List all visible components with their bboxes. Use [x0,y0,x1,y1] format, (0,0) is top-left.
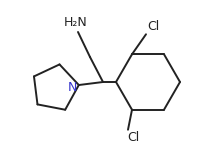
Text: Cl: Cl [147,20,159,33]
Text: Cl: Cl [127,131,139,144]
Text: N: N [68,80,78,94]
Text: H₂N: H₂N [64,16,88,29]
